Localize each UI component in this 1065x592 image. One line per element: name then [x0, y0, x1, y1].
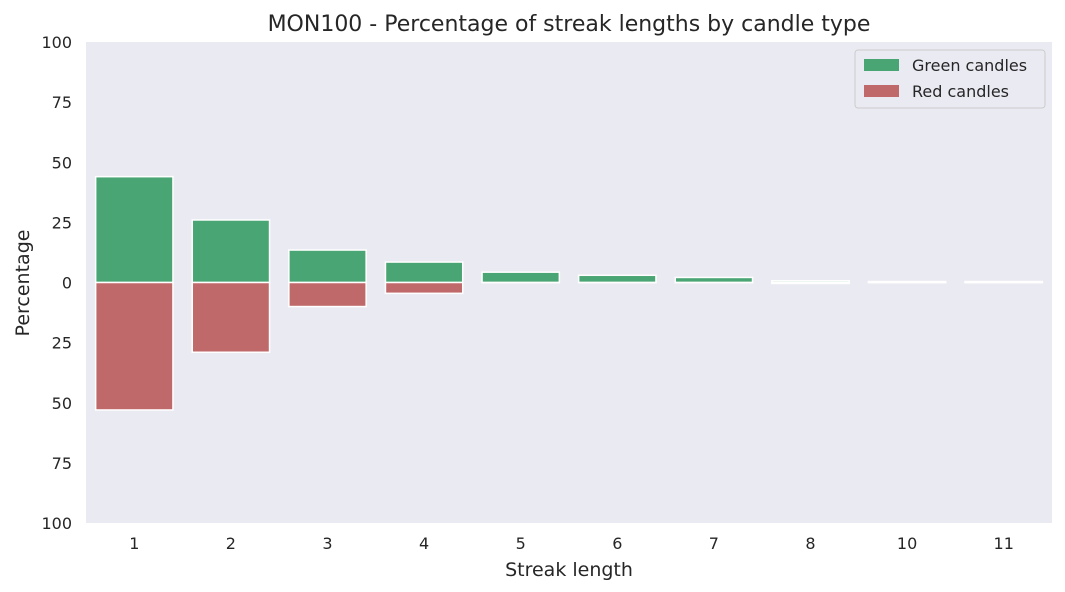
x-tick-label: 2: [226, 534, 236, 553]
red-bar-4: [384, 281, 464, 295]
y-axis-ticks: 100 75 50 25 0 25 50 75 100: [41, 33, 72, 533]
x-axis-label: Streak length: [505, 559, 633, 581]
legend-swatch-red: [864, 85, 899, 97]
green-bar-7: [674, 276, 754, 284]
x-tick-label: 4: [419, 534, 429, 553]
x-tick-label: 11: [994, 534, 1014, 553]
y-tick-label: 75: [52, 454, 72, 473]
x-tick-label: 3: [322, 534, 332, 553]
legend-label-green: Green candles: [912, 56, 1027, 75]
y-tick-label: 100: [41, 514, 72, 533]
green-bar-2: [191, 219, 271, 284]
x-tick-label: 6: [612, 534, 622, 553]
red-bar-1: [94, 281, 174, 411]
x-tick-label: 7: [709, 534, 719, 553]
green-bar-6: [577, 274, 657, 284]
red-bar-8: [771, 281, 850, 285]
legend-swatch-green: [864, 59, 899, 71]
green-bar-5: [481, 271, 561, 284]
chart-title: MON100 - Percentage of streak lengths by…: [268, 12, 871, 37]
green-bar-1: [94, 175, 174, 284]
y-tick-label: 50: [52, 394, 72, 413]
x-tick-label: 1: [129, 534, 139, 553]
x-tick-label: 5: [516, 534, 526, 553]
red-bar-3: [288, 281, 367, 308]
y-tick-label: 0: [62, 274, 72, 293]
x-tick-label: 10: [897, 534, 917, 553]
y-axis-label: Percentage: [12, 230, 34, 337]
green-bar-4: [384, 261, 464, 284]
x-axis-ticks: 1 2 3 4 5 6 7 8 10 11: [129, 534, 1014, 553]
y-tick-label: 100: [41, 33, 72, 52]
legend: Green candles Red candles: [854, 49, 1046, 109]
green-bar-3: [288, 249, 367, 284]
x-tick-label: 8: [805, 534, 815, 553]
legend-label-red: Red candles: [912, 82, 1009, 101]
y-tick-label: 25: [52, 334, 72, 353]
legend-box: [854, 49, 1046, 109]
y-tick-label: 75: [52, 93, 72, 112]
red-bar-2: [191, 281, 271, 353]
y-tick-label: 25: [52, 213, 72, 232]
bars-layer: [94, 175, 1044, 411]
y-tick-label: 50: [52, 153, 72, 172]
